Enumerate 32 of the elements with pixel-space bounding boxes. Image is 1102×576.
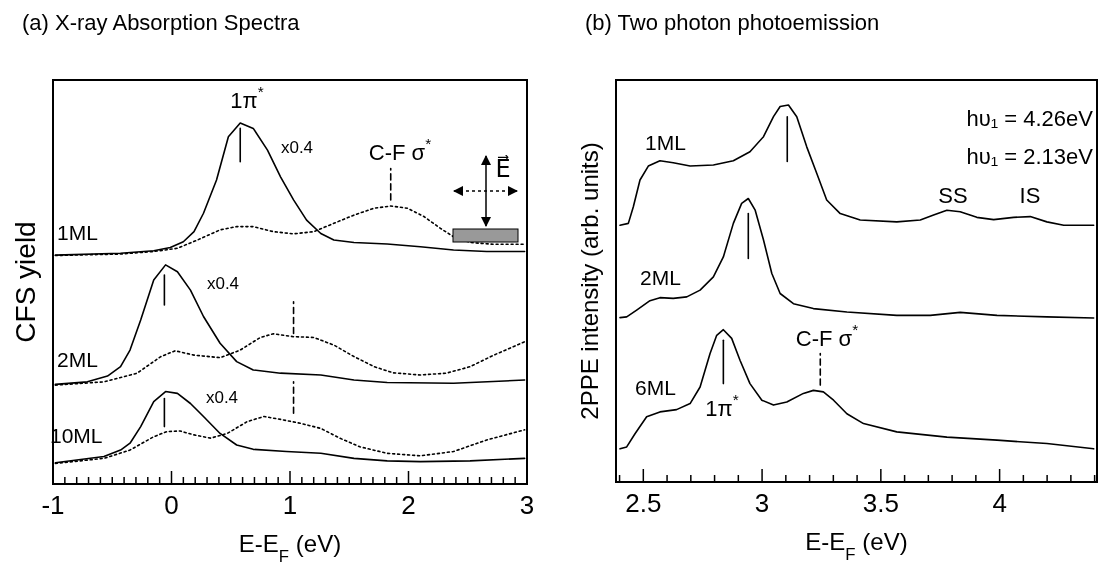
y-axis-title: 2PPE intensity (arb. units) [576, 142, 603, 420]
annotation: IS [1019, 182, 1041, 208]
x-tick-label: 2 [401, 490, 416, 520]
annotation: 1π$^{*}$ [705, 391, 739, 421]
annotation: E⃗ [495, 153, 511, 182]
annotation: C-F σ$^{*}$ [368, 135, 432, 165]
chart-title: (a) X-ray Absorption Spectra [22, 10, 301, 35]
series-label: 2ML [57, 348, 98, 371]
series-label: 6ML [635, 376, 676, 399]
x-axis-title: E-E$_{F}$ (eV) [238, 530, 342, 566]
x-tick-label: 1 [282, 490, 298, 520]
annotation: x0.4 [206, 273, 240, 293]
series-label: 1ML [645, 131, 686, 154]
x-tick-label: -1 [41, 490, 65, 520]
x-tick-label: 3 [754, 488, 770, 518]
series-label: 2ML [640, 266, 681, 289]
annotation: x0.4 [205, 387, 239, 407]
annotation: SS [938, 182, 968, 208]
x-tick-label: 0 [164, 490, 179, 520]
chart-title: (b) Two photon photoemission [585, 10, 880, 35]
annotation: hυ₁ = 4.26eV [966, 105, 1094, 131]
y-axis-title: CFS yield [10, 221, 41, 343]
x-axis-title: E-E$_{F}$ (eV) [805, 528, 908, 564]
series-label: 1ML [57, 221, 98, 244]
annotation: C-F σ$^{*}$ [795, 321, 859, 351]
x-tick-label: 2.5 [625, 488, 662, 518]
x-tick-label: 3.5 [862, 488, 899, 518]
x-tick-label: 4 [992, 488, 1007, 518]
x-tick-label: 3 [519, 490, 535, 520]
text: 1π$^{*}$ [230, 83, 264, 113]
annotation: hυ₁ = 2.13eV [966, 143, 1094, 169]
annotation: x0.4 [280, 137, 314, 157]
